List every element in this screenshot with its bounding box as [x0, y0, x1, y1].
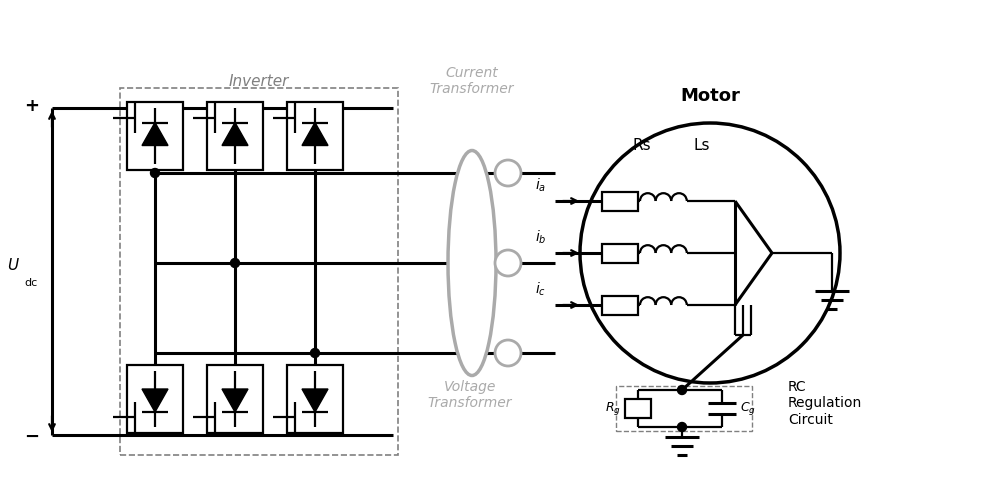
- Polygon shape: [142, 123, 168, 145]
- Ellipse shape: [448, 151, 496, 375]
- Bar: [207, 101, 263, 170]
- Polygon shape: [142, 389, 168, 412]
- Text: +: +: [25, 97, 40, 115]
- Circle shape: [495, 250, 521, 276]
- Polygon shape: [302, 123, 328, 145]
- Polygon shape: [222, 389, 248, 412]
- Text: $R_g$: $R_g$: [605, 400, 621, 417]
- Bar: [287, 101, 343, 170]
- Polygon shape: [302, 389, 328, 412]
- Circle shape: [495, 340, 521, 366]
- Bar: [625, 399, 651, 418]
- Text: dc: dc: [24, 279, 38, 288]
- Bar: [207, 365, 263, 433]
- Circle shape: [495, 160, 521, 186]
- Circle shape: [678, 385, 686, 395]
- Text: $i_b$: $i_b$: [535, 229, 547, 246]
- Text: Inverter: Inverter: [229, 73, 289, 88]
- Polygon shape: [222, 123, 248, 145]
- Circle shape: [311, 349, 320, 357]
- Bar: [127, 101, 183, 170]
- Circle shape: [678, 423, 686, 431]
- Text: Motor: Motor: [680, 87, 740, 105]
- Text: RC
Regulation
Circuit: RC Regulation Circuit: [788, 380, 862, 426]
- Text: $i_c$: $i_c$: [535, 281, 547, 298]
- Bar: [287, 365, 343, 433]
- Bar: [127, 365, 183, 433]
- Text: Ls: Ls: [694, 138, 710, 153]
- Text: −: −: [24, 428, 40, 446]
- Circle shape: [151, 169, 160, 177]
- Text: $C_g$: $C_g$: [740, 400, 756, 417]
- Text: Current
Transformer: Current Transformer: [430, 66, 514, 96]
- Circle shape: [231, 258, 240, 268]
- Bar: [602, 191, 638, 211]
- Bar: [602, 243, 638, 262]
- Circle shape: [580, 123, 840, 383]
- Text: $U$: $U$: [7, 256, 19, 272]
- Text: Rs: Rs: [633, 138, 651, 153]
- Text: $i_a$: $i_a$: [535, 177, 547, 194]
- Bar: [602, 296, 638, 314]
- Text: Voltage
Transformer: Voltage Transformer: [428, 380, 512, 410]
